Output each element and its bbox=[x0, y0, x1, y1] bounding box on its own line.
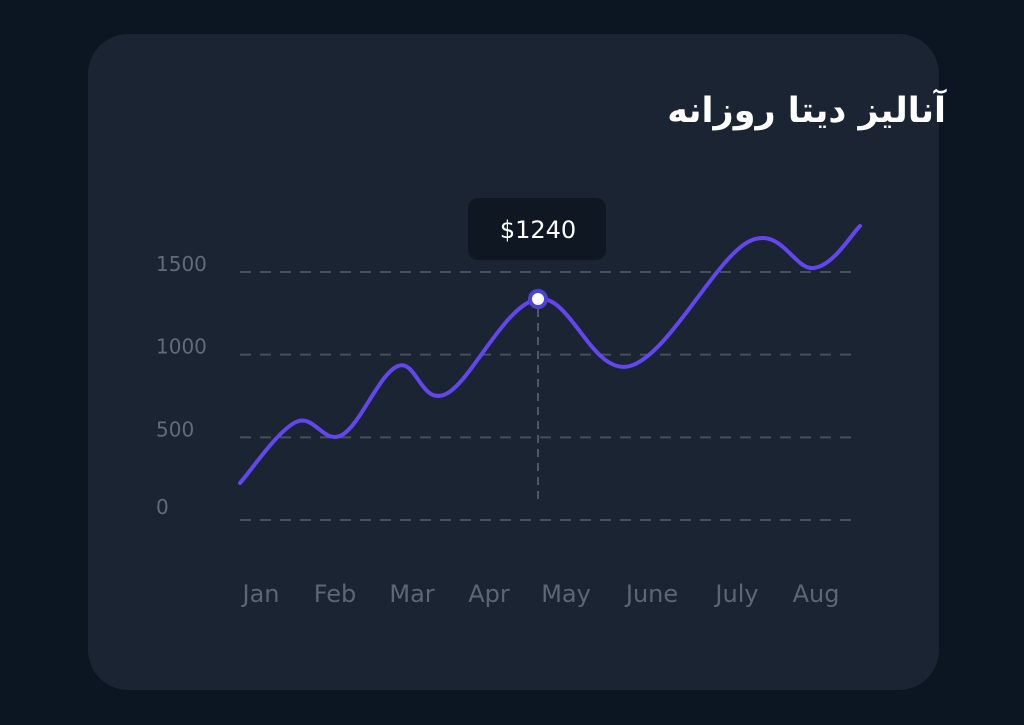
tooltip-box bbox=[468, 198, 606, 260]
chart-title: آنالیز دیتا روزانه bbox=[667, 91, 946, 131]
series-line bbox=[238, 224, 862, 485]
x-tick-label: Feb bbox=[314, 580, 357, 608]
x-tick-label: May bbox=[541, 580, 591, 608]
x-tick-label: June bbox=[624, 580, 678, 608]
x-tick-label: Apr bbox=[468, 580, 510, 608]
highlight-point[interactable] bbox=[528, 289, 548, 309]
tooltip-label: $1240 bbox=[500, 216, 576, 244]
x-axis-ticks: Jan Feb Mar Apr May June July Aug bbox=[241, 580, 840, 608]
y-tick-label: 1000 bbox=[156, 335, 207, 359]
y-tick-label: 1500 bbox=[156, 252, 207, 276]
y-tick-label: 0 bbox=[156, 495, 169, 519]
x-tick-label: Mar bbox=[389, 580, 434, 608]
chart-card bbox=[88, 34, 939, 690]
y-axis-ticks: 0 500 1000 1500 bbox=[156, 252, 207, 519]
value-tooltip: $1240 bbox=[468, 198, 606, 260]
x-tick-label: July bbox=[713, 580, 758, 608]
x-tick-label: Aug bbox=[793, 580, 840, 608]
y-tick-label: 500 bbox=[156, 417, 194, 441]
grid-lines bbox=[240, 271, 860, 521]
x-tick-label: Jan bbox=[241, 580, 280, 608]
